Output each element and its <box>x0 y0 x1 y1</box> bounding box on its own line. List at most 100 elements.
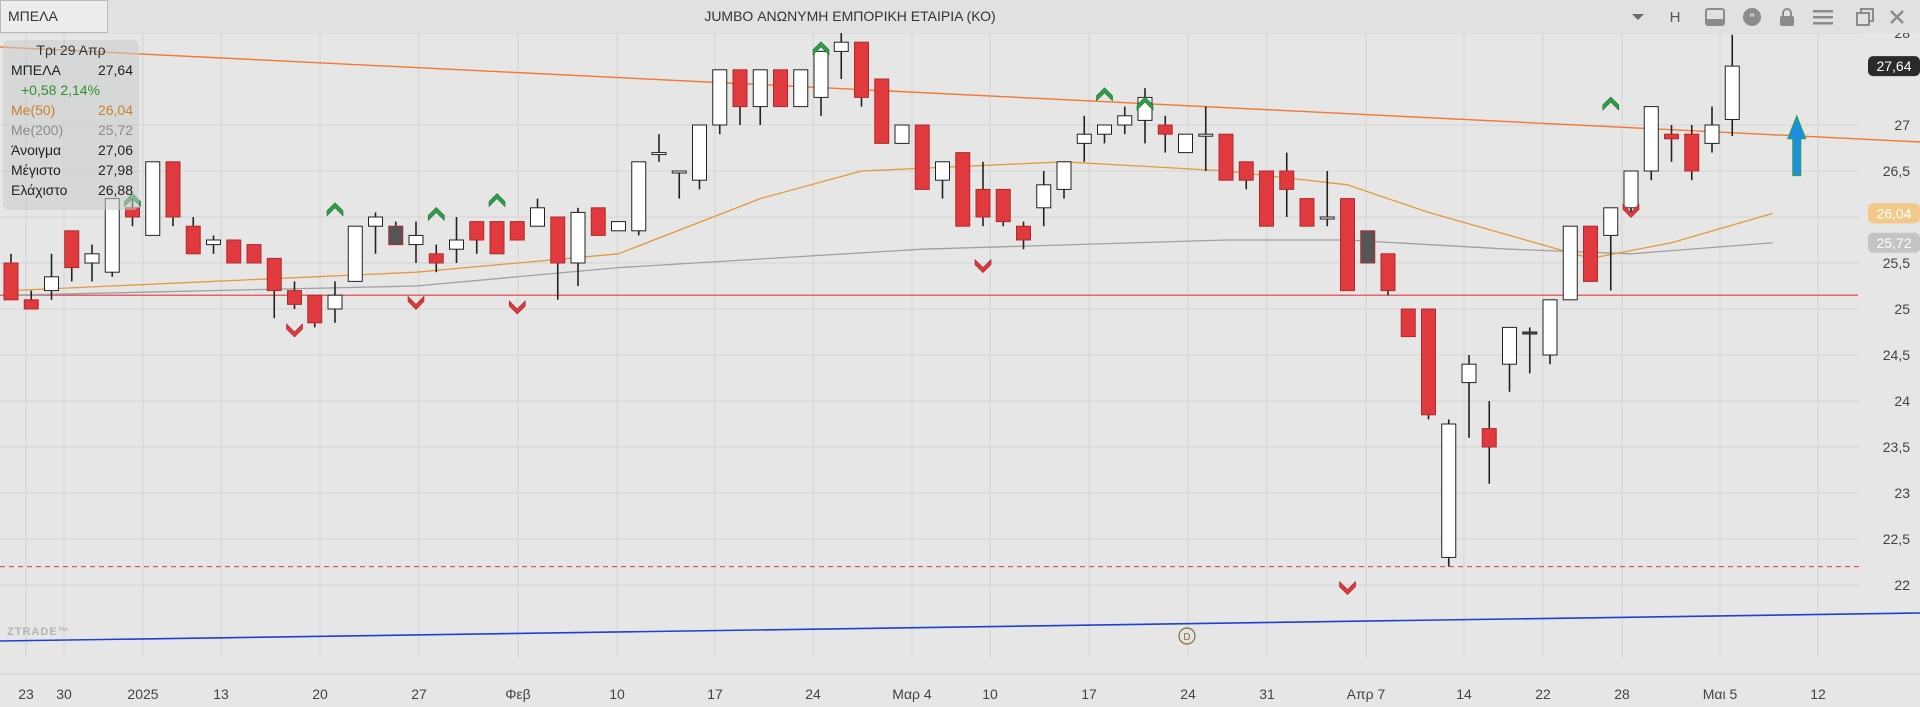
restore-window-icon[interactable] <box>1850 4 1880 30</box>
y-tick-label: 23 <box>1894 485 1910 501</box>
x-tick-label: 17 <box>707 686 723 702</box>
price-chart[interactable]: 23 30 2025 13 20 27 Φεβ 10 17 24 Μαρ 4 10 17 24 31 Απρ … <box>0 33 1920 707</box>
candle <box>1502 326 1517 365</box>
candle <box>206 239 221 246</box>
x-tick-label: 31 <box>1259 686 1275 702</box>
candle <box>1056 161 1072 190</box>
legend-date: Τρι 29 Απρ <box>36 42 106 58</box>
y-tick-label: 28 <box>1894 33 1910 41</box>
candle <box>44 276 59 292</box>
candle <box>570 211 586 264</box>
symbol-input[interactable]: ΜΠΕΛΑ <box>0 0 108 33</box>
ma200-price-tag: 25,72 <box>1876 235 1911 251</box>
candle <box>165 161 181 218</box>
candle <box>1684 133 1700 172</box>
candle <box>489 221 505 255</box>
x-tick-label: 27 <box>411 686 427 702</box>
candle <box>509 221 525 241</box>
candle <box>1724 65 1740 120</box>
buy-signal-icon <box>1136 96 1154 111</box>
candle <box>1218 133 1234 181</box>
candle <box>651 152 667 156</box>
candle <box>1603 207 1619 236</box>
event-marker-label: D <box>1183 632 1190 643</box>
candle <box>530 207 545 227</box>
candle <box>388 225 404 246</box>
candle <box>1623 170 1639 209</box>
candle <box>449 239 464 250</box>
candle <box>1400 308 1416 338</box>
x-tick-label: Απρ 7 <box>1347 686 1386 702</box>
event-marker-icon <box>1178 627 1196 645</box>
candle <box>408 234 424 246</box>
candle <box>550 216 566 264</box>
legend-ma50: Me(50) 26,04 <box>11 100 133 120</box>
candle <box>1340 198 1355 292</box>
candle <box>266 257 282 292</box>
x-tick-label: 28 <box>1614 686 1630 702</box>
brand-logo: ZTRADE™ <box>7 626 70 638</box>
chart-title: JUMBO ΑΝΩΝΥΜΗ ΕΜΠΟΡΙΚΗ ΕΤΑΙΡΙΑ (ΚΟ) <box>704 8 996 24</box>
candle <box>975 188 991 218</box>
candle <box>246 244 262 264</box>
candle <box>1299 198 1315 227</box>
legend-symbol-label: ΜΠΕΛΑ <box>11 62 61 78</box>
candle <box>1319 216 1335 220</box>
x-tick-label: 12 <box>1810 686 1826 702</box>
channel-line <box>0 612 1920 642</box>
buy-signal-icon <box>1096 87 1113 102</box>
legend-symbol-value: 27,64 <box>97 62 133 78</box>
quote-icon[interactable]: " <box>1737 4 1767 30</box>
sell-signal-icon <box>1622 203 1640 218</box>
y-tick-label: 24 <box>1894 393 1910 409</box>
candle <box>428 253 444 264</box>
buy-arrow-icon <box>1787 114 1807 177</box>
sell-signal-icon <box>407 295 425 310</box>
buy-signal-icon <box>812 41 830 56</box>
lock-icon[interactable] <box>1772 4 1802 30</box>
candle <box>1583 225 1598 282</box>
candle <box>145 161 161 236</box>
candle <box>671 170 687 174</box>
candle <box>833 41 849 52</box>
candle <box>1562 225 1578 301</box>
candle <box>874 78 890 144</box>
candle <box>287 290 302 305</box>
legend-ma200: Me(200) 25,72 <box>11 120 133 140</box>
candle <box>1481 428 1497 448</box>
trend-line <box>0 46 1920 143</box>
candle <box>1441 423 1457 558</box>
x-tick-label: 14 <box>1456 686 1472 702</box>
ma50-price-tag: 26,04 <box>1876 205 1911 221</box>
candle <box>773 69 788 108</box>
x-tick-label: Μαρ 4 <box>892 686 932 702</box>
legend-low-label: Ελάχιστο <box>11 182 68 198</box>
x-tick-label: Μαι 5 <box>1703 686 1738 702</box>
legend-open-label: Άνοιγμα <box>11 142 62 158</box>
candle <box>1380 253 1396 292</box>
last-price-tag: 27,64 <box>1876 58 1911 74</box>
x-tick-label: 10 <box>609 686 625 702</box>
legend-open: Άνοιγμα 27,06 <box>11 140 133 160</box>
x-tick-label: 22 <box>1535 686 1551 702</box>
candle <box>1117 115 1133 126</box>
last-price-tag-bg <box>1868 56 1920 77</box>
x-tick-label: 20 <box>312 686 328 702</box>
chevron-down-icon[interactable] <box>1623 4 1653 30</box>
period-button[interactable]: H <box>1669 8 1681 26</box>
candle <box>1016 225 1031 241</box>
candle <box>1076 133 1092 144</box>
legend-ma50-value: 26,04 <box>97 102 133 118</box>
panel-icon[interactable] <box>1700 4 1730 30</box>
candle <box>1097 124 1112 135</box>
candle <box>1643 106 1659 172</box>
close-icon[interactable] <box>1882 4 1912 30</box>
x-tick-label: 2025 <box>127 686 158 702</box>
menu-icon[interactable] <box>1808 4 1838 30</box>
buy-signal-icon <box>1602 96 1620 111</box>
candle <box>469 221 485 241</box>
legend-symbol: ΜΠΕΛΑ 27,64 <box>11 60 133 80</box>
candle <box>1421 308 1436 416</box>
candle <box>854 41 869 98</box>
candle <box>1259 170 1274 227</box>
